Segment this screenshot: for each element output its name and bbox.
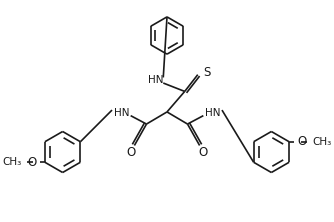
Text: S: S: [203, 66, 211, 79]
Text: HN: HN: [205, 108, 220, 118]
Text: HN: HN: [114, 108, 129, 118]
Text: HN: HN: [148, 75, 164, 85]
Text: O: O: [27, 156, 36, 169]
Text: O: O: [298, 135, 307, 148]
Text: O: O: [199, 147, 208, 159]
Text: CH₃: CH₃: [312, 137, 332, 147]
Text: CH₃: CH₃: [2, 157, 22, 167]
Text: O: O: [126, 147, 135, 159]
